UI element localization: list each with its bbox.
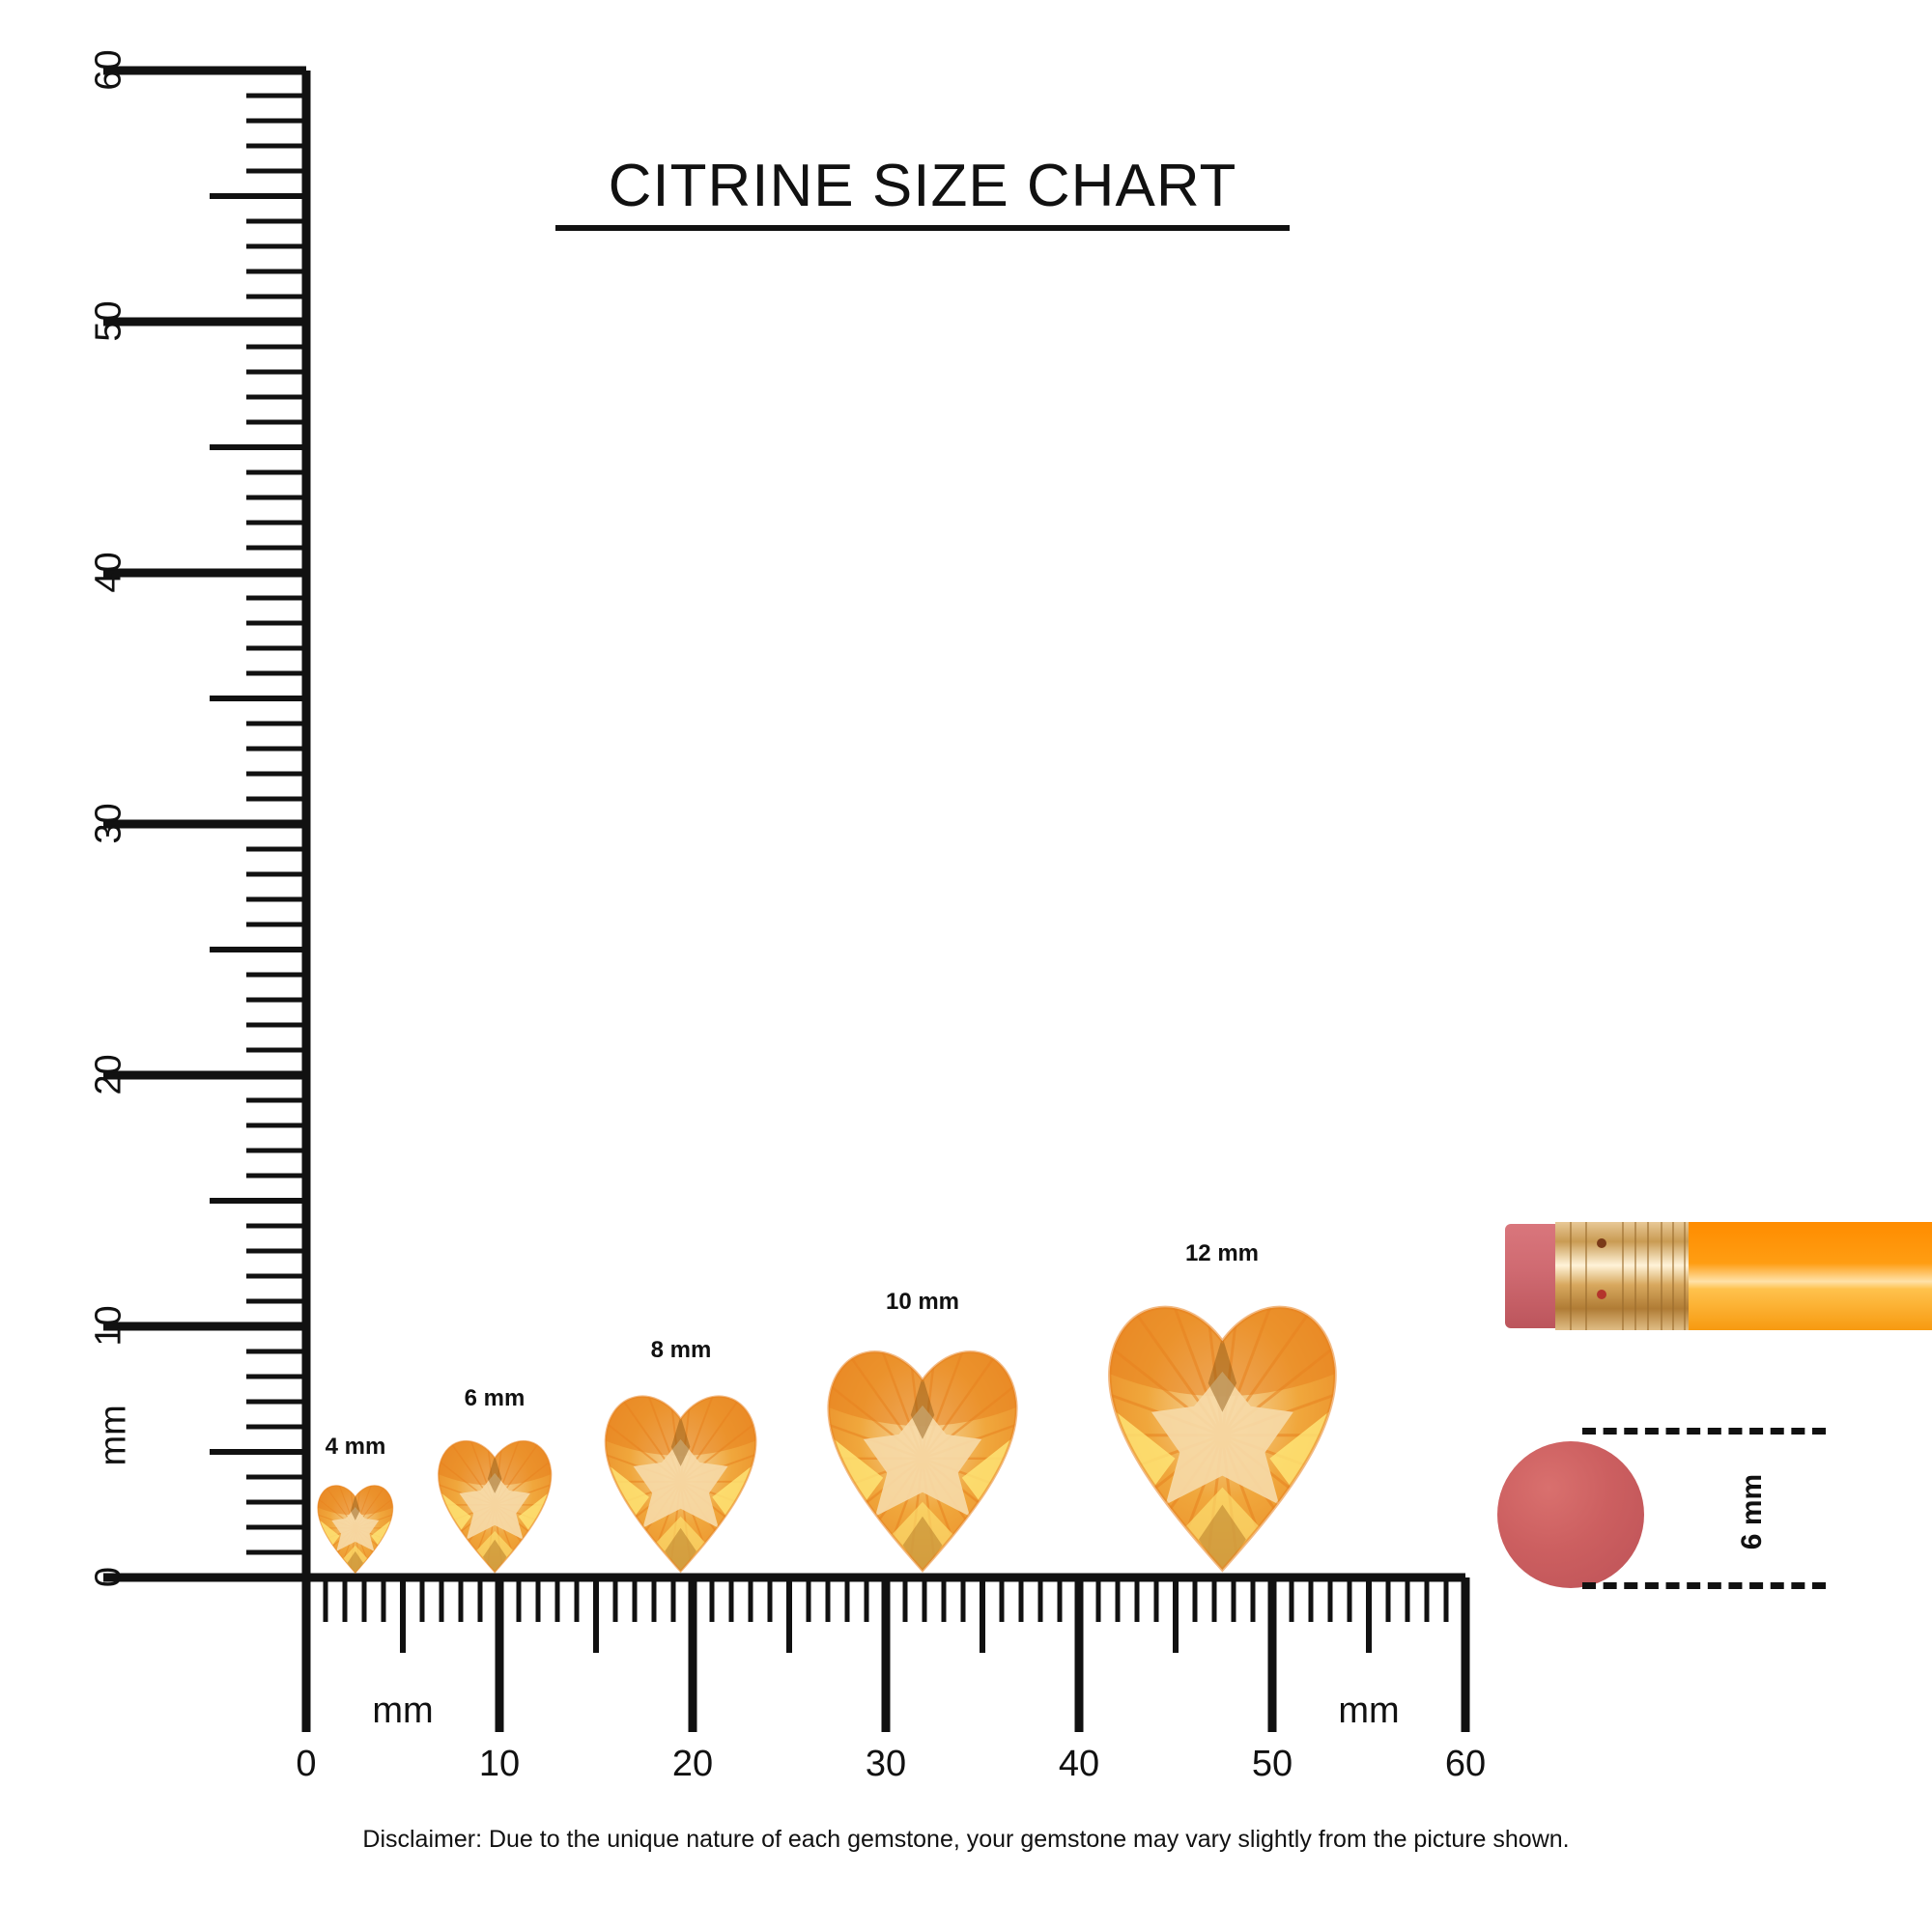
horizontal-ruler-label-30: 30 xyxy=(865,1744,907,1784)
gemstone-graphic xyxy=(317,1485,394,1575)
title-underline xyxy=(555,225,1290,232)
gemstone-label-6mm: 6 mm xyxy=(464,1385,526,1412)
gemstone-label-4mm: 4 mm xyxy=(325,1434,386,1461)
pencil-body xyxy=(1689,1222,1932,1330)
vertical-ruler-unit-label: mm xyxy=(93,1405,134,1466)
gemstone-graphic xyxy=(827,1350,1018,1574)
eraser-dimension-group: 6 mm xyxy=(1468,1420,1932,1604)
horizontal-ruler-label-60: 60 xyxy=(1444,1744,1487,1784)
page-title-text: CITRINE SIZE CHART xyxy=(608,153,1237,219)
vertical-ruler-label-40: 40 xyxy=(88,552,129,593)
gemstone-label-8mm: 8 mm xyxy=(650,1337,712,1364)
gemstone-8mm: 8 mm xyxy=(602,1337,759,1575)
gemstone-graphic xyxy=(605,1395,757,1574)
gemstone-4mm: 4 mm xyxy=(316,1434,395,1575)
gemstone-label-10mm: 10 mm xyxy=(885,1289,960,1316)
gemstone-10mm: 10 mm xyxy=(824,1289,1021,1575)
dimension-line-top xyxy=(1582,1428,1826,1435)
horizontal-ruler-label-10: 10 xyxy=(478,1744,521,1784)
ferrule-ridges xyxy=(1570,1222,1686,1330)
pencil-reference-image xyxy=(1505,1222,1932,1330)
horizontal-ruler-unit-label-left: mm xyxy=(372,1690,434,1731)
gemstone-label-12mm: 12 mm xyxy=(1184,1240,1260,1267)
pencil-eraser-tip xyxy=(1505,1224,1561,1328)
vertical-ruler-label-10: 10 xyxy=(88,1305,129,1347)
vertical-ruler-label-0: 0 xyxy=(88,1566,129,1588)
horizontal-ruler-label-50: 50 xyxy=(1251,1744,1293,1784)
ferrule-crimp-dot xyxy=(1597,1238,1606,1248)
ferrule-crimp-dot xyxy=(1597,1290,1606,1299)
vertical-ruler-label-50: 50 xyxy=(88,300,129,342)
horizontal-ruler-unit-label-right: mm xyxy=(1338,1690,1400,1731)
vertical-ruler-label-60: 60 xyxy=(88,49,129,91)
eraser-dimension-label: 6 mm xyxy=(1736,1473,1769,1550)
vertical-ruler-label-30: 30 xyxy=(88,803,129,844)
dimension-line-bottom xyxy=(1582,1582,1826,1589)
horizontal-ruler-label-0: 0 xyxy=(296,1744,317,1784)
disclaimer-text: Disclaimer: Due to the unique nature of … xyxy=(362,1826,1570,1853)
gemstone-12mm: 12 mm xyxy=(1104,1240,1341,1575)
gemstone-graphic xyxy=(1107,1306,1337,1574)
gemstone-graphic xyxy=(437,1440,552,1575)
horizontal-ruler-label-20: 20 xyxy=(671,1744,714,1784)
eraser-disc xyxy=(1497,1441,1644,1588)
gemstone-6mm: 6 mm xyxy=(436,1385,554,1575)
page-title: CITRINE SIZE CHART xyxy=(555,153,1290,232)
vertical-ruler-label-20: 20 xyxy=(88,1054,129,1095)
horizontal-ruler-label-40: 40 xyxy=(1058,1744,1100,1784)
